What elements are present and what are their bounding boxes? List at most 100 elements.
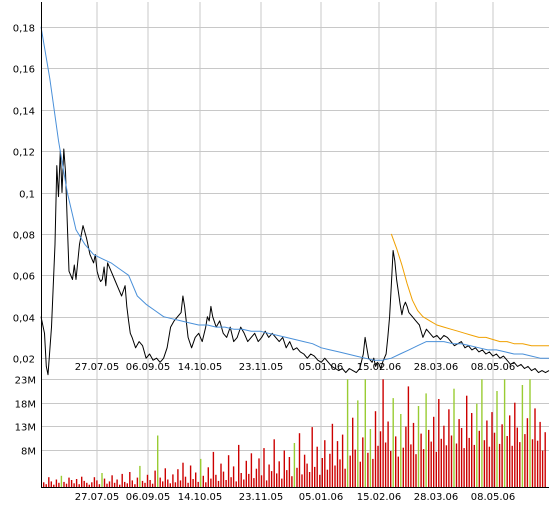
volume-bar: [481, 379, 483, 487]
volume-bar: [121, 473, 123, 487]
volume-bar: [324, 440, 326, 487]
volume-bar: [159, 477, 161, 487]
volume-bar: [55, 479, 58, 487]
volume-bar: [478, 430, 480, 487]
volume-bar: [217, 480, 220, 487]
volume-bar: [63, 481, 65, 487]
volume-bar: [131, 480, 133, 487]
volume-bar: [438, 399, 440, 487]
volume-bar: [253, 478, 255, 487]
volume-bar: [387, 421, 389, 487]
volume-bar: [238, 444, 240, 487]
volume-bar: [68, 477, 70, 487]
volume-bar: [88, 484, 90, 487]
volume-bar: [293, 443, 296, 487]
volume-bar: [83, 480, 85, 487]
volume-bar: [197, 481, 199, 487]
price-line: [40, 148, 550, 376]
volume-bar: [286, 470, 288, 487]
volume-bar: [301, 474, 303, 487]
volume-bar: [400, 414, 402, 487]
volume-bar: [341, 434, 344, 487]
price-x-tick-label: 14.10.05: [178, 362, 223, 373]
volume-bar: [263, 448, 265, 487]
volume-bar: [96, 480, 98, 487]
volume-bar: [316, 446, 318, 487]
price-x-tick-label: 08.05.06: [471, 362, 516, 373]
volume-bar: [146, 474, 149, 487]
volume-bar: [43, 482, 45, 487]
volume-x-tick-label: 27.07.05: [75, 492, 120, 503]
volume-bar: [116, 479, 118, 487]
volume-bar: [443, 425, 445, 487]
volume-bar: [258, 458, 260, 487]
volume-bar: [93, 477, 96, 487]
volume-bar: [498, 443, 501, 487]
volume-bar: [455, 443, 458, 487]
volume-bar: [230, 477, 232, 487]
volume-bar: [463, 448, 465, 487]
volume-bar: [428, 429, 430, 487]
volume-bar: [544, 432, 546, 487]
volume-bar: [296, 467, 298, 487]
volume-bar: [541, 450, 544, 487]
volume-bar: [531, 439, 534, 487]
volume-bar: [278, 461, 280, 487]
price-x-tick-label: 23.11.05: [239, 362, 284, 373]
volume-bar: [448, 409, 450, 487]
volume-bar: [326, 469, 329, 487]
volume-bar: [430, 441, 432, 487]
volume-bar: [184, 476, 187, 487]
volume-bar: [415, 454, 417, 487]
volume-bar: [329, 453, 331, 487]
volume-bar: [314, 466, 316, 487]
volume-bar: [539, 421, 541, 487]
volume-bar: [58, 482, 60, 487]
volume-y-tick-label: 13M: [15, 423, 36, 434]
volume-bar: [154, 470, 156, 487]
volume-bar: [172, 474, 174, 487]
volume-bar: [182, 462, 184, 487]
volume-y-tick-label: 8M: [21, 447, 36, 458]
price-y-tick-label: 0,14: [13, 107, 35, 118]
volume-bar: [529, 379, 531, 487]
volume-bar: [471, 413, 473, 487]
volume-bar: [119, 484, 121, 487]
volume-bar: [255, 468, 258, 487]
volume-bar: [473, 444, 475, 487]
volume-bar: [273, 439, 275, 487]
volume-x-tick-label: 05.01.06: [299, 492, 344, 503]
moving-average-line: [40, 26, 549, 361]
volume-bar: [521, 385, 524, 487]
volume-bar: [319, 474, 321, 487]
volume-bar: [402, 447, 404, 487]
volume-bar: [369, 429, 372, 487]
volume-bar: [468, 437, 470, 487]
volume-bar: [417, 406, 420, 487]
price-y-tick-label: 0,08: [13, 231, 35, 242]
volume-bar: [60, 475, 63, 487]
price-panel: 0,02 0,04 0,06 0,08 0,1 0,12 0,14 0,16 0,18 27.07…: [13, 2, 550, 384]
volume-bar: [349, 455, 351, 487]
volume-bar: [392, 398, 394, 487]
volume-bar: [334, 465, 336, 487]
volume-bar: [81, 476, 83, 487]
volume-bar: [491, 412, 493, 487]
volume-bar: [422, 449, 425, 487]
volume-bar: [139, 465, 141, 487]
volume-bar: [157, 435, 159, 487]
volume-bar: [124, 481, 126, 487]
volume-bar: [179, 480, 182, 487]
volume-bar: [248, 473, 250, 487]
volume-bar: [281, 478, 283, 487]
volume-bar: [98, 484, 101, 487]
volume-bar: [144, 482, 146, 487]
price-plot-area: [41, 2, 549, 383]
volume-bar: [445, 445, 448, 487]
volume-bar: [240, 473, 242, 487]
volume-bar: [291, 476, 293, 487]
volume-bar: [268, 464, 270, 487]
volume-bar: [174, 482, 177, 487]
volume-bar: [192, 479, 194, 487]
volume-bar: [321, 458, 323, 487]
